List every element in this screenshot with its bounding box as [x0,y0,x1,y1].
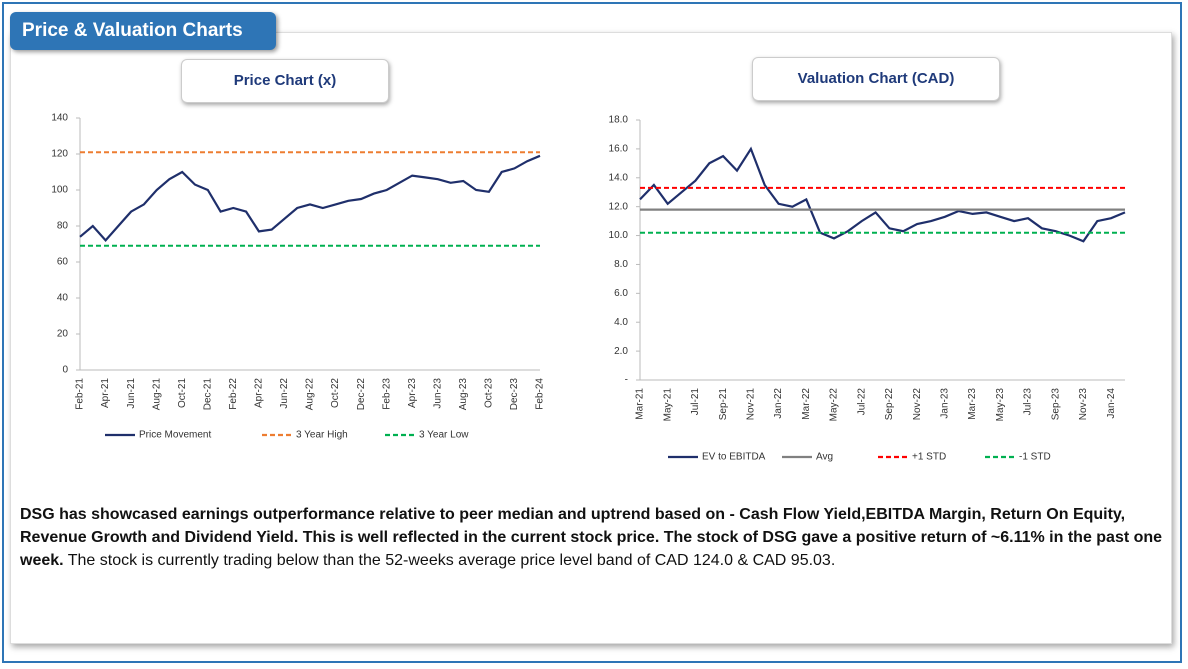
x-tick-label: Feb-23 [381,378,392,410]
x-tick-label: Dec-22 [356,378,367,411]
y-tick-label: - [625,375,628,386]
y-tick-label: 8.0 [614,259,628,270]
x-tick-label: Mar-22 [801,388,812,420]
x-tick-label: Sep-21 [718,388,729,421]
x-tick-label: Apr-22 [254,378,265,408]
y-tick-label: 140 [51,113,68,124]
commentary-bold: DSG has showcased earnings outperformanc… [20,506,1163,569]
x-tick-label: Jun-23 [432,378,443,409]
legend-label: EV to EBITDA [702,452,766,463]
y-tick-label: 40 [57,293,69,304]
x-tick-label: Apr-23 [407,378,418,408]
legend-label: -1 STD [1019,452,1051,463]
x-tick-label: Aug-23 [458,378,469,411]
x-tick-label: Jun-21 [126,378,137,409]
y-tick-label: 16.0 [609,144,629,155]
legend-label: 3 Year Low [419,430,469,441]
x-tick-label: May-23 [995,388,1006,422]
y-tick-label: 10.0 [609,230,629,241]
x-tick-label: Aug-21 [151,378,162,411]
x-tick-label: Dec-21 [202,378,213,411]
x-tick-label: Mar-21 [635,388,646,420]
y-tick-label: 2.0 [614,346,628,357]
series-line [639,146,1126,243]
x-tick-label: Nov-22 [912,388,923,421]
y-tick-label: 0 [62,365,68,376]
y-tick-label: 80 [57,221,69,232]
x-tick-label: Mar-23 [967,388,978,420]
x-tick-label: Oct-23 [484,378,495,408]
x-tick-label: Jun-22 [279,378,290,409]
x-tick-label: Sep-23 [1050,388,1061,421]
y-tick-label: 12.0 [609,201,629,212]
x-tick-label: Dec-23 [509,378,520,411]
y-tick-label: 20 [57,329,69,340]
x-tick-label: Nov-21 [745,388,756,421]
legend-label: +1 STD [912,452,946,463]
x-tick-label: Oct-22 [330,378,341,408]
x-tick-label: Nov-23 [1078,388,1089,421]
y-tick-label: 120 [51,149,68,160]
section-tab: Price & Valuation Charts [10,12,276,50]
x-tick-label: Feb-21 [75,378,86,410]
chart-title: Valuation Chart (CAD) [752,57,1000,101]
chart-title: Price Chart (x) [181,59,389,103]
x-tick-label: Oct-21 [177,378,188,408]
y-tick-label: 60 [57,257,69,268]
x-tick-label: Jan-24 [1106,388,1117,419]
x-tick-label: Jan-22 [773,388,784,419]
x-tick-label: Jul-23 [1023,388,1034,416]
y-tick-label: 100 [51,185,68,196]
legend-label: 3 Year High [296,430,348,441]
legend-label: Avg [816,452,833,463]
x-tick-label: Jul-21 [690,388,701,416]
commentary-text: The stock is currently trading below tha… [67,552,836,569]
x-tick-label: Jul-22 [856,388,867,416]
y-tick-label: 14.0 [609,172,629,183]
y-tick-label: 4.0 [614,317,628,328]
x-tick-label: Aug-22 [305,378,316,411]
x-tick-label: Feb-24 [535,378,546,410]
x-tick-label: Sep-22 [884,388,895,421]
panel [10,32,1172,644]
x-tick-label: Jan-23 [939,388,950,419]
x-tick-label: May-22 [829,388,840,422]
x-tick-label: Feb-22 [228,378,239,410]
commentary: DSG has showcased earnings outperformanc… [20,503,1170,572]
y-tick-label: 6.0 [614,288,628,299]
x-tick-label: Apr-21 [100,378,111,408]
x-tick-label: May-21 [662,388,673,422]
y-tick-label: 18.0 [609,115,629,126]
series-line [79,154,541,243]
legend-label: Price Movement [139,430,211,441]
